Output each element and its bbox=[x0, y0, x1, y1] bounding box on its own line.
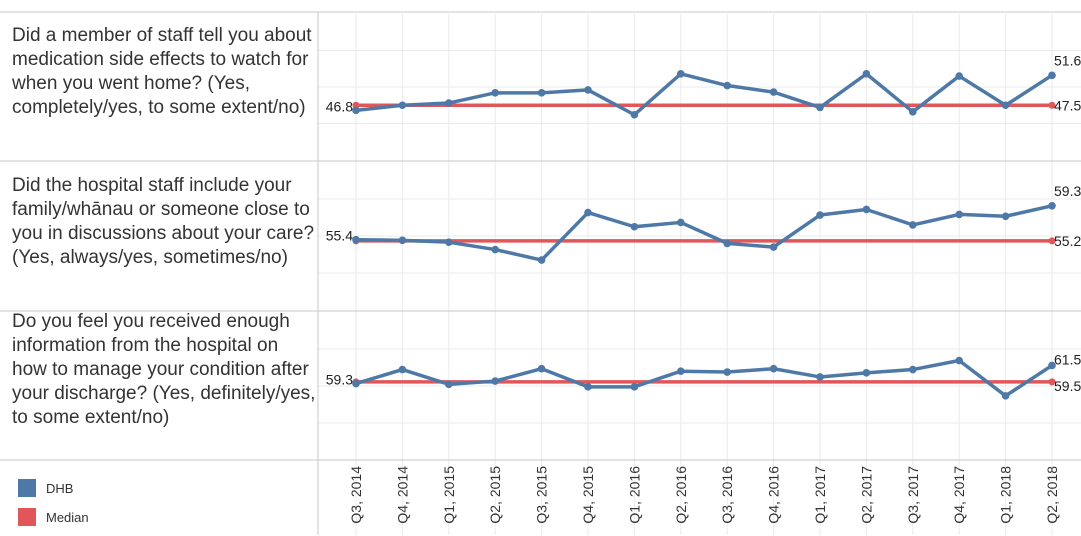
x-tick-label: Q3, 2015 bbox=[534, 466, 550, 524]
last-median-value-label: 47.5 bbox=[1054, 97, 1081, 113]
dhb-point bbox=[1001, 392, 1010, 400]
x-tick-label: Q2, 2015 bbox=[487, 466, 503, 524]
dhb-point bbox=[723, 81, 731, 90]
dhb-point bbox=[630, 383, 639, 391]
panel-family-involvement: 55.4 59.3 55.2 bbox=[326, 183, 1081, 264]
question-label-discharge: Do you feel you received enough informat… bbox=[12, 311, 316, 428]
x-tick-label: Q3, 2016 bbox=[719, 466, 735, 524]
dhb-point bbox=[445, 238, 453, 246]
panel-discharge-information: 59.3 61.5 59.5 bbox=[326, 351, 1081, 400]
dhb-point bbox=[537, 364, 546, 373]
dhb-point bbox=[955, 72, 963, 80]
dhb-point bbox=[862, 205, 871, 214]
legend: DHB Median bbox=[18, 478, 89, 536]
first-value-label: 55.4 bbox=[326, 228, 353, 244]
last-median-value-label: 55.2 bbox=[1054, 233, 1081, 249]
dhb-point bbox=[1048, 361, 1056, 370]
x-tick-label: Q2, 2016 bbox=[673, 466, 689, 524]
legend-swatch-dhb bbox=[18, 479, 36, 497]
median-point-last bbox=[1048, 237, 1056, 245]
dhb-point bbox=[584, 208, 592, 217]
dhb-point bbox=[398, 101, 407, 110]
dhb-line bbox=[355, 358, 1053, 398]
last-dhb-value-label: 59.3 bbox=[1054, 183, 1081, 199]
dhb-point bbox=[769, 88, 778, 96]
dhb-point bbox=[816, 103, 824, 112]
dhb-point bbox=[677, 70, 685, 78]
x-tick-label: Q1, 2018 bbox=[998, 466, 1014, 524]
dhb-point bbox=[816, 373, 824, 381]
dhb-point bbox=[630, 222, 639, 231]
dhb-line bbox=[355, 72, 1053, 117]
question-label-family: Did the hospital staff include your fami… bbox=[12, 175, 315, 268]
x-tick-label: Q4, 2015 bbox=[580, 466, 596, 524]
dhb-point bbox=[352, 235, 360, 244]
dhb-point bbox=[677, 218, 685, 227]
x-tick-label: Q4, 2017 bbox=[951, 466, 967, 524]
dhb-point bbox=[491, 377, 500, 385]
x-tick-label: Q2, 2017 bbox=[858, 466, 874, 524]
dhb-point bbox=[584, 383, 592, 391]
dhb-point bbox=[723, 368, 731, 376]
first-value-label: 46.8 bbox=[326, 98, 353, 114]
dhb-point bbox=[584, 86, 592, 94]
question-label-medication: Did a member of staff tell you about med… bbox=[12, 25, 312, 118]
last-dhb-value-label: 51.6 bbox=[1054, 52, 1081, 68]
dhb-point bbox=[630, 110, 639, 119]
border-layer bbox=[0, 11, 1081, 535]
median-point-last bbox=[1048, 101, 1056, 109]
legend-item-dhb[interactable]: DHB bbox=[18, 478, 89, 498]
x-tick-label: Q2, 2018 bbox=[1044, 466, 1060, 524]
dhb-point bbox=[862, 369, 871, 377]
median-point-last bbox=[1048, 378, 1056, 386]
grid-layer bbox=[318, 14, 1081, 535]
dhb-point bbox=[398, 365, 407, 374]
panel-medication-side-effects: 46.8 51.6 47.5 bbox=[326, 52, 1081, 119]
dhb-point bbox=[491, 89, 500, 97]
dhb-point bbox=[1048, 201, 1056, 210]
dhb-point bbox=[352, 379, 360, 388]
dhb-point bbox=[445, 380, 453, 389]
last-dhb-value-label: 61.5 bbox=[1054, 351, 1081, 367]
legend-label-median: Median bbox=[46, 509, 89, 525]
dhb-point bbox=[955, 210, 963, 219]
dhb-point bbox=[491, 245, 500, 254]
dhb-point bbox=[352, 106, 360, 115]
dhb-point bbox=[816, 211, 824, 219]
dhb-point bbox=[909, 365, 917, 374]
dhb-point bbox=[909, 221, 917, 229]
first-value-label: 59.3 bbox=[326, 372, 353, 388]
x-tick-label: Q1, 2015 bbox=[441, 466, 457, 524]
dhb-point bbox=[769, 243, 778, 251]
dhb-point bbox=[537, 89, 546, 97]
dhb-point bbox=[909, 108, 917, 116]
dhb-point bbox=[677, 367, 685, 376]
dhb-point bbox=[1001, 101, 1010, 110]
dhb-point bbox=[769, 364, 778, 373]
dhb-line bbox=[355, 204, 1053, 262]
dhb-point bbox=[445, 99, 453, 107]
legend-swatch-median bbox=[18, 508, 36, 526]
legend-item-median[interactable]: Median bbox=[18, 507, 89, 527]
dhb-point bbox=[1001, 212, 1010, 221]
dhb-point bbox=[1048, 71, 1056, 80]
x-tick-label: Q1, 2017 bbox=[812, 466, 828, 524]
x-tick-label: Q4, 2016 bbox=[766, 466, 782, 524]
dhb-point bbox=[398, 236, 407, 245]
x-axis: Q3, 2014 Q4, 2014 Q1, 2015 Q2, 2015 Q3, 2015… bbox=[348, 466, 1060, 524]
dhb-point bbox=[723, 239, 731, 248]
dhb-point bbox=[537, 256, 546, 264]
x-tick-label: Q3, 2014 bbox=[348, 466, 364, 524]
legend-label-dhb: DHB bbox=[46, 480, 74, 496]
x-tick-label: Q1, 2016 bbox=[626, 466, 642, 524]
x-tick-label: Q4, 2014 bbox=[394, 466, 410, 524]
dhb-point bbox=[862, 70, 871, 78]
last-median-value-label: 59.5 bbox=[1054, 378, 1081, 394]
x-tick-label: Q3, 2017 bbox=[905, 466, 921, 524]
dhb-point bbox=[955, 356, 963, 365]
